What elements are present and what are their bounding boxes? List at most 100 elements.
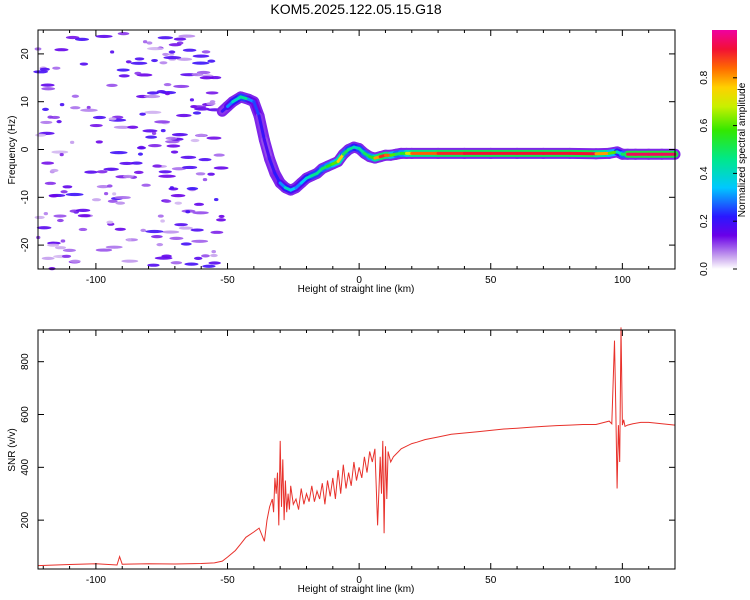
speckle-blob [103,167,119,171]
speckle-blob [51,150,69,154]
speckle-blob [60,190,68,194]
snr-x-tick-label: -50 [220,575,235,586]
speckle-blob [75,208,91,212]
speckle-blob [116,68,130,72]
speckle-blob [192,211,209,215]
speckle-blob [69,140,75,144]
speckle-blob [159,61,168,65]
speckle-blob [162,52,170,57]
speckle-blob [201,50,211,54]
speckle-blob [104,192,109,196]
spectrogram-y-tick-label: -20 [20,237,31,252]
speckle-blob [148,144,162,148]
speckle-blob [125,60,132,64]
speckle-blob [142,129,158,133]
speckle-blob [193,202,205,206]
speckle-blob [139,112,146,116]
speckle-blob [207,59,216,63]
speckle-blob [196,133,207,137]
speckle-blob [202,264,216,268]
speckle-blob [134,57,145,61]
speckle-blob [194,107,210,111]
speckle-blob [112,192,117,196]
speckle-blob [41,256,55,260]
snr-y-tick-label: 400 [20,459,31,476]
speckle-blob [198,157,212,162]
speckle-blob [62,248,76,252]
speckle-blob [47,243,60,247]
speckle-blob [56,218,64,223]
speckle-blob [170,194,186,198]
speckle-blob [176,57,193,61]
ridge-core-segment [252,100,261,118]
speckle-blob [151,131,157,135]
snr-x-axis-label: Height of straight line (km) [298,584,415,595]
speckle-blob [86,105,91,110]
speckle-blob [147,263,160,267]
speckle-blob [205,91,219,95]
speckle-blob [44,181,57,185]
speckle-blob [161,230,180,234]
speckle-blob [118,74,130,78]
speckle-blob [34,215,45,220]
speckle-blob [162,199,172,203]
speckle-blob [145,135,158,139]
speckle-blob [95,34,113,39]
speckle-blob [136,146,147,150]
speckle-blob [79,62,89,66]
speckle-blob [178,34,196,38]
speckle-blob [41,161,55,165]
speckle-blob [65,35,80,40]
speckle-blob [36,226,52,230]
colorbar-label: Normalized spectral amplitude [737,82,748,217]
speckle-blob [174,223,188,227]
speckle-blob [206,136,222,140]
speckle-blob [41,87,56,91]
speckle-blob [165,136,178,140]
spectrogram-x-tick-label: -50 [220,275,235,286]
speckle-blob [154,120,171,124]
spectrogram-y-axis-label: Frequency (Hz) [7,116,18,185]
speckle-blob [184,262,199,266]
speckle-blob [107,199,118,203]
speckle-blob [160,128,166,133]
speckle-blob [182,48,197,52]
snr-y-tick-label: 600 [20,406,31,423]
speckle-blob [33,70,49,74]
ridge-core-segment [257,114,266,142]
speckle-blob [60,239,66,243]
speckle-blob [154,256,173,260]
speckle-blob [114,227,126,231]
speckle-blob [213,153,225,157]
speckle-blob [59,103,65,107]
speckle-blob [108,117,117,121]
snr-x-ticks: -100 -50 0 50 100 [42,330,676,586]
speckle-blob [180,155,197,160]
speckle-blob [96,170,108,174]
speckle-blob [119,161,134,166]
speckle-blob [62,185,73,189]
speckle-blob [157,36,174,40]
figure-title: KOM5.2025.122.05.15.G18 [270,1,441,17]
spectrogram-x-axis-label: Height of straight line (km) [298,284,415,295]
speckle-blob [193,256,203,260]
snr-x-tick-label: 0 [356,575,362,586]
colorbar-ticks: 0.0 0.2 0.4 0.6 0.8 [699,70,737,276]
speckle-blob [52,66,61,70]
colorbar-tick-label: 0.0 [699,262,710,276]
ridge-core-segment [231,95,243,104]
speckle-blob [109,150,128,155]
spectrogram-y-tick-label: 0 [20,146,31,152]
spectrogram-noise-speckles [33,31,229,271]
colorbar-tick-label: 0.4 [699,166,710,180]
snr-panel: -100 -50 0 50 100 200 400 600 800 Height of str… [7,327,676,595]
snr-y-tick-label: 800 [20,353,31,370]
speckle-blob [211,250,216,254]
speckle-blob [144,110,162,114]
speckle-blob [48,194,59,198]
speckle-blob [71,94,80,98]
speckle-blob [122,174,134,179]
snr-line [37,327,676,567]
